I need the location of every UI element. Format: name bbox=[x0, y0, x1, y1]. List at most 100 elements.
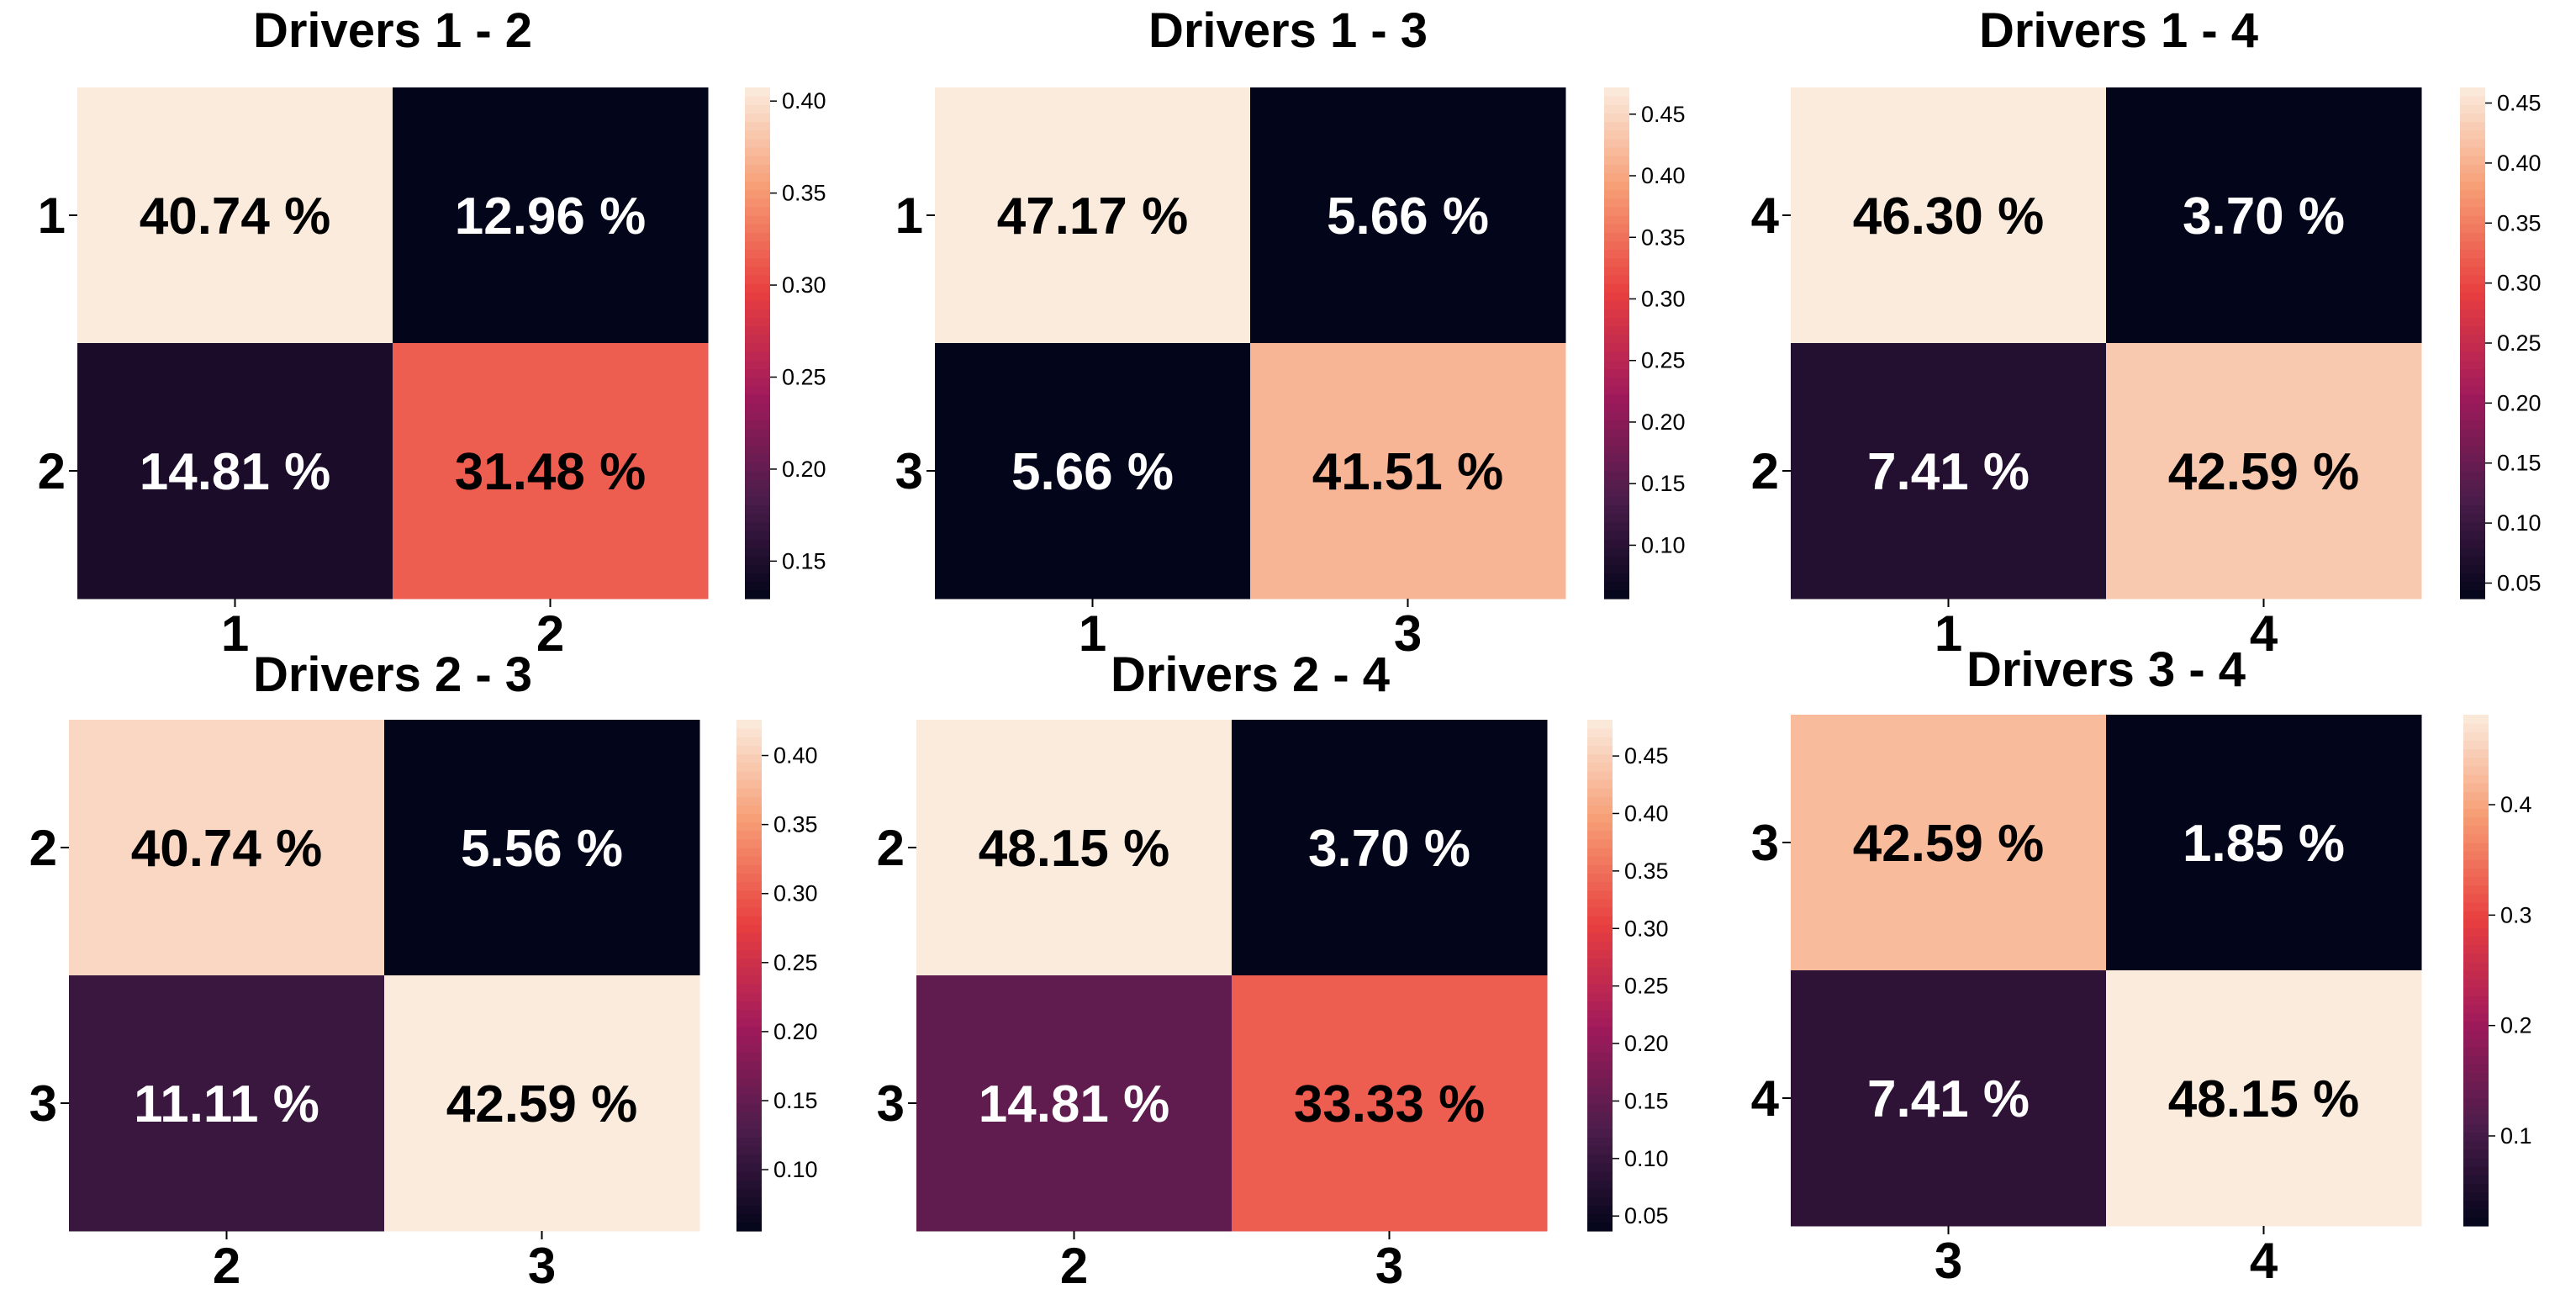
colorbar-segment bbox=[736, 1222, 762, 1232]
colorbar-segment bbox=[2460, 479, 2485, 489]
cell-annotation: 1.85 % bbox=[2183, 815, 2345, 873]
colorbar-segment bbox=[745, 266, 770, 276]
colorbar-segment bbox=[2460, 198, 2485, 208]
colorbar-segment bbox=[736, 924, 762, 933]
colorbar-segment bbox=[1604, 138, 1629, 148]
colorbar-segment bbox=[736, 1171, 762, 1181]
colorbar-segment bbox=[1587, 1026, 1613, 1036]
colorbar-segment bbox=[2460, 377, 2485, 387]
colorbar-segment bbox=[2463, 1208, 2489, 1218]
cell-annotation: 42.59 % bbox=[1853, 815, 2045, 873]
colorbar-segment bbox=[1587, 728, 1613, 737]
colorbar-segment bbox=[1604, 274, 1629, 284]
colorbar-segment bbox=[2460, 351, 2485, 361]
colorbar-segment bbox=[736, 1180, 762, 1189]
panel-title: Drivers 2 - 4 bbox=[1111, 647, 1390, 702]
colorbar-segment bbox=[745, 479, 770, 489]
colorbar-segment bbox=[1587, 1009, 1613, 1019]
colorbar-segment bbox=[745, 428, 770, 438]
colorbar-tick-label: 0.40 bbox=[1641, 163, 1686, 188]
colorbar-segment bbox=[1587, 1180, 1613, 1189]
colorbar-tick-label: 0.20 bbox=[773, 1019, 818, 1044]
colorbar-segment bbox=[736, 1043, 762, 1053]
cell-annotation: 33.33 % bbox=[1294, 1075, 1486, 1133]
colorbar-segment bbox=[2460, 411, 2485, 420]
panel-title: Drivers 1 - 2 bbox=[253, 3, 532, 58]
colorbar-tick-label: 0.15 bbox=[2497, 451, 2542, 476]
heatmap-panel: Drivers 2 - 3 40.74 % 5.56 % 11.11 % 42.59 %… bbox=[29, 647, 818, 1294]
colorbar-segment bbox=[1604, 283, 1629, 293]
colorbar-segment bbox=[2463, 723, 2489, 732]
colorbar-segment bbox=[2463, 774, 2489, 784]
cell-annotation: 31.48 % bbox=[455, 443, 647, 501]
y-tick-label: 1 bbox=[895, 188, 923, 244]
y-tick-label: 2 bbox=[29, 820, 57, 876]
colorbar-segment bbox=[1587, 1196, 1613, 1207]
colorbar-segment bbox=[2463, 1123, 2489, 1133]
colorbar-segment bbox=[1587, 1060, 1613, 1070]
colorbar-segment bbox=[2463, 833, 2489, 843]
colorbar-segment bbox=[2460, 453, 2485, 463]
colorbar-segment bbox=[1604, 121, 1629, 131]
colorbar-segment bbox=[2463, 1072, 2489, 1082]
colorbar-segment bbox=[2460, 360, 2485, 369]
colorbar-tick-label: 0.10 bbox=[1624, 1146, 1669, 1171]
colorbar-segment bbox=[1587, 1154, 1613, 1164]
y-tick-label: 4 bbox=[1751, 1070, 1780, 1127]
x-tick-label: 1 bbox=[1079, 605, 1106, 662]
colorbar-segment bbox=[736, 753, 762, 763]
cell-annotation: 5.56 % bbox=[461, 820, 623, 878]
colorbar-tick-label: 0.35 bbox=[773, 812, 818, 837]
colorbar-segment bbox=[1604, 325, 1629, 335]
colorbar-segment bbox=[745, 87, 770, 97]
colorbar-segment bbox=[1604, 181, 1629, 191]
colorbar-segment bbox=[1587, 838, 1613, 848]
colorbar-segment bbox=[2463, 791, 2489, 800]
cell-annotation: 11.11 % bbox=[134, 1075, 319, 1133]
colorbar-segment bbox=[745, 224, 770, 233]
colorbar-segment bbox=[1604, 556, 1629, 566]
colorbar-segment bbox=[1587, 992, 1613, 1001]
colorbar-segment bbox=[1604, 420, 1629, 429]
heatmap-cell bbox=[1250, 343, 1566, 600]
colorbar-tick-label: 0.20 bbox=[782, 457, 826, 482]
cell-annotation: 3.70 % bbox=[1308, 820, 1470, 878]
heatmap-cell bbox=[1791, 87, 2107, 344]
colorbar-segment bbox=[1604, 428, 1629, 438]
colorbar-segment bbox=[1587, 1094, 1613, 1104]
colorbar-segment bbox=[736, 737, 762, 746]
colorbar-segment bbox=[736, 1034, 762, 1044]
colorbar-segment bbox=[1587, 881, 1613, 891]
colorbar-segment bbox=[2460, 581, 2485, 591]
colorbar-segment bbox=[2463, 1004, 2489, 1014]
colorbar-segment bbox=[2463, 1012, 2489, 1022]
colorbar-segment bbox=[1587, 821, 1613, 832]
colorbar-segment bbox=[1587, 1171, 1613, 1181]
colorbar-segment bbox=[1587, 720, 1613, 729]
colorbar-segment bbox=[745, 198, 770, 208]
colorbar-segment bbox=[2460, 206, 2485, 216]
colorbar-segment bbox=[745, 496, 770, 506]
colorbar-segment bbox=[1587, 916, 1613, 925]
colorbar-segment bbox=[1587, 1069, 1613, 1079]
colorbar-segment bbox=[736, 1094, 762, 1104]
heatmap-cell bbox=[69, 720, 385, 976]
colorbar-segment bbox=[2460, 249, 2485, 259]
colorbar-tick-label: 0.40 bbox=[782, 88, 826, 114]
colorbar-segment bbox=[1604, 104, 1629, 114]
colorbar-segment bbox=[2460, 589, 2485, 600]
x-tick-label: 2 bbox=[536, 605, 564, 662]
colorbar-segment bbox=[1587, 1103, 1613, 1112]
colorbar-segment bbox=[2463, 765, 2489, 775]
colorbar-segment bbox=[736, 745, 762, 755]
colorbar-segment bbox=[2463, 1055, 2489, 1065]
colorbar-segment bbox=[745, 564, 770, 574]
colorbar-segment bbox=[745, 581, 770, 591]
cell-annotation: 5.66 % bbox=[1327, 188, 1489, 246]
colorbar-segment bbox=[1587, 1222, 1613, 1232]
heatmap-cell bbox=[1232, 975, 1548, 1232]
colorbar-tick-label: 0.25 bbox=[1641, 348, 1686, 373]
colorbar-segment bbox=[2463, 987, 2489, 996]
colorbar-segment bbox=[736, 890, 762, 900]
x-tick-label: 4 bbox=[2250, 605, 2278, 662]
